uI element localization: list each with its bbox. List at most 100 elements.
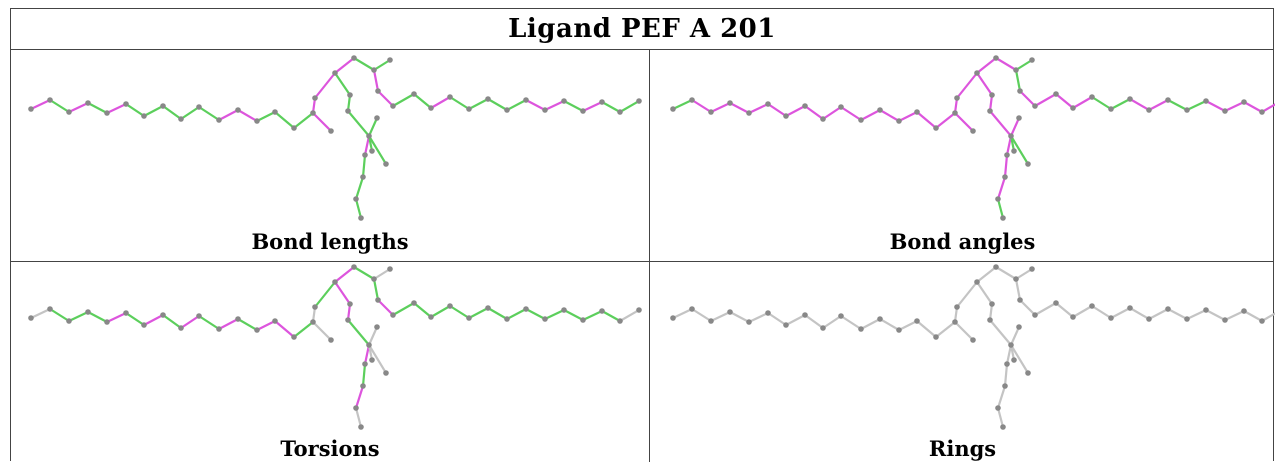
bond	[367, 325, 379, 347]
atom	[954, 95, 960, 101]
panel-torsions: Torsions	[11, 262, 649, 462]
atom	[360, 383, 366, 389]
atom	[1002, 383, 1008, 389]
atom	[85, 100, 91, 106]
bond	[367, 116, 379, 138]
bond	[1128, 97, 1151, 112]
bond	[372, 267, 392, 281]
bond	[728, 310, 751, 324]
bond	[273, 319, 296, 339]
bond	[859, 108, 882, 122]
bond	[821, 105, 843, 121]
bond	[955, 71, 979, 100]
panel-caption: Bond angles	[889, 229, 1036, 254]
bond	[372, 58, 392, 72]
atom	[374, 324, 380, 330]
atom	[345, 108, 351, 114]
bond	[1147, 307, 1170, 321]
bond	[161, 104, 183, 121]
atom	[727, 309, 733, 315]
bond	[361, 153, 367, 179]
bond	[29, 98, 52, 111]
bond	[1071, 304, 1094, 319]
atom	[670, 106, 676, 112]
atom	[312, 95, 318, 101]
atom	[347, 301, 353, 307]
atom	[1203, 307, 1209, 313]
atom	[995, 405, 1001, 411]
bond	[179, 105, 201, 121]
atom	[428, 314, 434, 320]
bond	[1018, 89, 1037, 108]
atom	[104, 319, 110, 325]
bond	[1005, 343, 1013, 366]
bond	[1223, 309, 1246, 322]
bond	[562, 308, 585, 322]
atom	[1000, 424, 1006, 430]
bond	[1033, 92, 1058, 108]
atom	[1222, 317, 1228, 323]
bond	[354, 175, 365, 201]
bond	[728, 101, 751, 115]
bond	[372, 68, 380, 93]
atom	[387, 57, 393, 63]
bond	[376, 298, 395, 317]
atom	[765, 101, 771, 107]
atom	[989, 92, 995, 98]
atom	[272, 318, 278, 324]
bond	[1014, 58, 1034, 72]
bond	[255, 319, 277, 332]
atom	[1089, 94, 1095, 100]
column-divider	[649, 49, 650, 462]
panel-rings: Rings	[650, 262, 1275, 462]
validation-table: Ligand PEF A 201 Bond lengths Bond angle…	[10, 8, 1275, 462]
atom	[523, 97, 529, 103]
atom	[974, 279, 980, 285]
atom	[914, 109, 920, 115]
bond	[391, 92, 416, 108]
atom	[353, 405, 359, 411]
bond	[67, 310, 90, 323]
atom	[254, 118, 260, 124]
panel-bond-lengths: Bond lengths	[11, 50, 649, 261]
atom	[347, 92, 353, 98]
bond	[1147, 98, 1170, 112]
atom	[28, 315, 34, 321]
bond	[1166, 98, 1189, 112]
atom	[858, 117, 864, 123]
bond	[709, 101, 732, 114]
bond	[105, 102, 128, 115]
bond	[1090, 304, 1113, 320]
atom	[447, 303, 453, 309]
atom	[1004, 361, 1010, 367]
bond	[1223, 100, 1246, 113]
bond	[994, 56, 1018, 72]
atom	[1222, 108, 1228, 114]
atom	[196, 104, 202, 110]
bond	[953, 320, 975, 342]
bond	[292, 320, 315, 339]
atom	[561, 98, 567, 104]
bond	[975, 280, 994, 306]
atom	[485, 96, 491, 102]
atom	[371, 276, 377, 282]
atom	[466, 106, 472, 112]
bond	[412, 301, 433, 319]
atom	[1259, 109, 1265, 115]
atom	[1146, 107, 1152, 113]
atom	[47, 306, 53, 312]
bond	[975, 56, 998, 75]
atom	[66, 109, 72, 115]
atom	[447, 94, 453, 100]
bond	[953, 111, 975, 133]
bond	[821, 314, 843, 330]
bond	[429, 95, 452, 110]
atom	[914, 318, 920, 324]
atom	[104, 110, 110, 116]
bond	[313, 71, 337, 100]
atom	[1032, 103, 1038, 109]
atom	[1070, 314, 1076, 320]
bond	[505, 98, 528, 112]
atom	[411, 91, 417, 97]
atom	[989, 301, 995, 307]
